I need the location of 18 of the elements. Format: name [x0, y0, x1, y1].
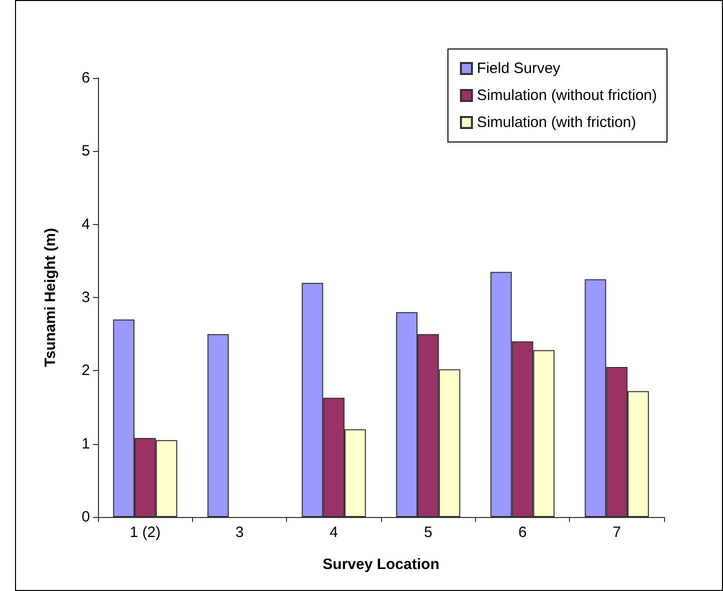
x-axis-title: Survey Location	[322, 556, 440, 573]
y-tick-label: 3	[82, 289, 90, 306]
y-tick-label: 2	[82, 362, 90, 380]
legend-label: Field Survey	[476, 60, 561, 77]
y-tick-label: 0	[82, 508, 90, 526]
x-tick-label: 1 (2)	[130, 524, 161, 541]
x-tick-label: 4	[330, 524, 338, 541]
x-tick-label: 3	[235, 524, 244, 541]
legend-label: Simulation (with friction)	[476, 114, 636, 131]
y-axis-title: Tsunami Height (m)	[42, 228, 59, 367]
x-tick-label: 7	[612, 524, 622, 541]
x-tick-label: 5	[424, 524, 432, 541]
x-tick-label: 6	[518, 524, 527, 541]
y-tick-label: 5	[82, 142, 90, 160]
legend-label: Simulation (without friction)	[476, 87, 658, 104]
y-tick-label: 1	[82, 435, 90, 452]
y-tick-label: 4	[82, 216, 90, 233]
y-tick-label: 6	[82, 70, 90, 86]
